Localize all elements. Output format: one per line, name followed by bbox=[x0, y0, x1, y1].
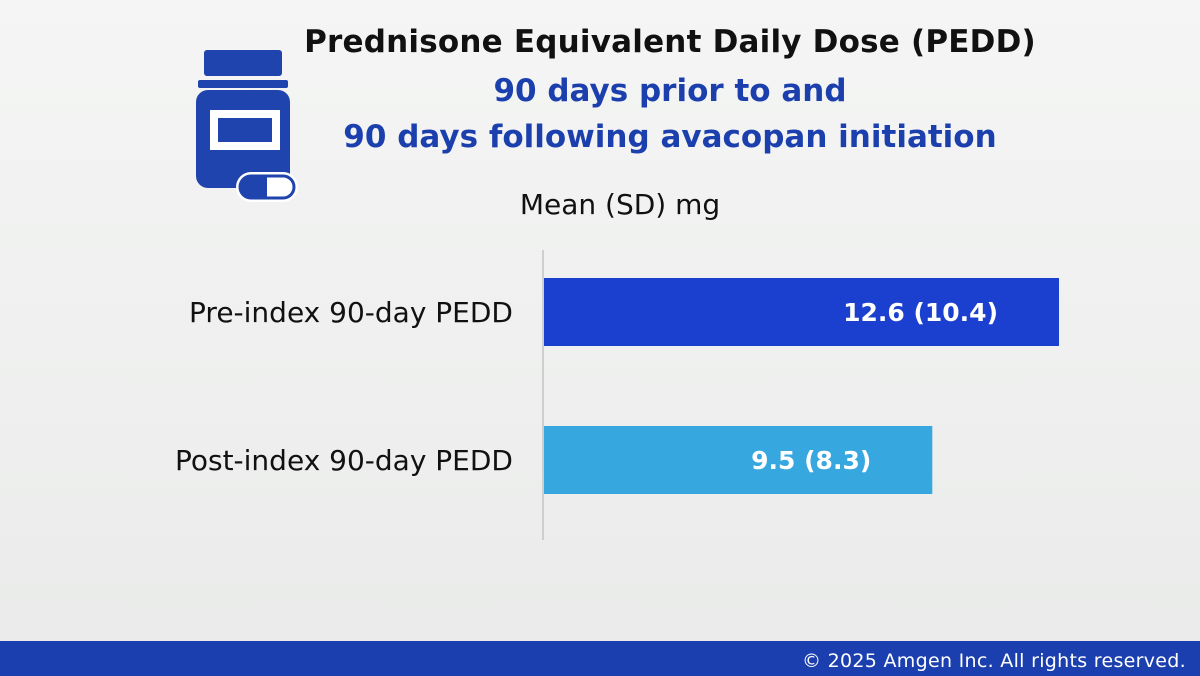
copyright-text: © 2025 Amgen Inc. All rights reserved. bbox=[801, 650, 1186, 672]
chart-title: Prednisone Equivalent Daily Dose (PEDD) bbox=[304, 24, 1036, 60]
data-label: 12.6 (10.4) bbox=[843, 298, 998, 327]
category-label: Post-index 90-day PEDD bbox=[175, 444, 513, 477]
footer-bar: © 2025 Amgen Inc. All rights reserved. bbox=[0, 641, 1200, 676]
bar-pre-index bbox=[544, 278, 1059, 346]
chart-subtitle: 90 days prior to and 90 days following a… bbox=[240, 68, 1100, 160]
subtitle-line-2: 90 days following avacopan initiation bbox=[343, 119, 997, 155]
category-label: Pre-index 90-day PEDD bbox=[189, 296, 513, 329]
subtitle-line-1: 90 days prior to and bbox=[493, 73, 847, 109]
data-label: 9.5 (8.3) bbox=[751, 446, 871, 475]
medicine-bottle-and-pill-icon bbox=[196, 50, 298, 202]
unit-label: Mean (SD) mg bbox=[519, 188, 721, 221]
bar-post-index bbox=[544, 426, 933, 494]
